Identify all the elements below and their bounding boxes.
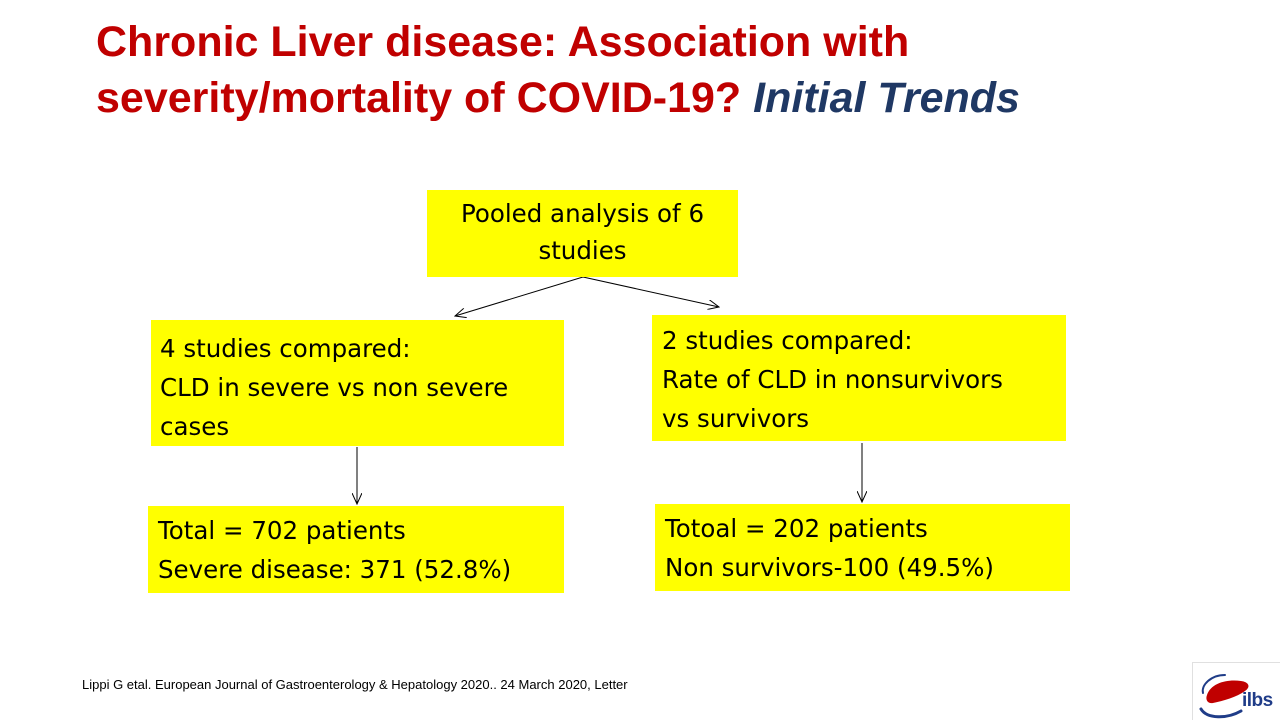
right-line-3: vs survivors [662, 404, 810, 433]
left-result-line-1: Total = 702 patients [158, 516, 406, 545]
left-line-1: 4 studies compared: [160, 334, 411, 363]
left-result-line-2: Severe disease: 371 (52.8%) [158, 555, 512, 584]
root-box: Pooled analysis of 6 studies [427, 190, 738, 277]
ilbs-logo: ilbs [1192, 662, 1280, 720]
right-result-box: Totoal = 202 patients Non survivors-100 … [655, 504, 1070, 591]
right-line-2: Rate of CLD in nonsurvivors [662, 365, 1003, 394]
arrow-root-to-right [582, 276, 719, 307]
title-accent: Initial Trends [753, 74, 1020, 122]
right-branch-box: 2 studies compared: Rate of CLD in nonsu… [652, 315, 1066, 441]
left-line-2: CLD in severe vs non severe [160, 373, 509, 402]
right-line-1: 2 studies compared: [662, 326, 913, 355]
root-line-2: studies [538, 236, 627, 265]
root-line-1: Pooled analysis of 6 [460, 199, 705, 228]
right-result-line-1: Totoal = 202 patients [665, 514, 928, 543]
left-branch-box: 4 studies compared: CLD in severe vs non… [151, 320, 564, 446]
slide-title: Chronic Liver disease: Association with … [96, 14, 1196, 126]
right-result-line-2: Non survivors-100 (49.5%) [665, 553, 994, 582]
left-result-box: Total = 702 patients Severe disease: 371… [148, 506, 564, 593]
liver-logo-icon [1199, 674, 1249, 719]
arrow-root-to-left [455, 276, 584, 316]
logo-text: ilbs [1242, 690, 1273, 711]
citation: Lippi G etal. European Journal of Gastro… [82, 677, 628, 692]
left-line-3: cases [160, 412, 230, 441]
title-main: Chronic Liver disease: Association with … [96, 18, 910, 122]
